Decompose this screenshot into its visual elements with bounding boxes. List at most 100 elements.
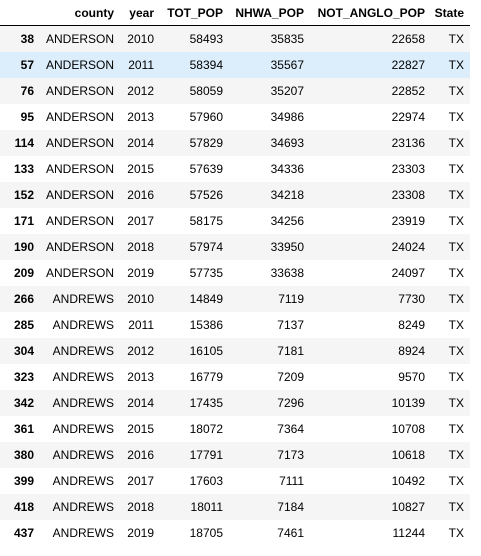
table-row: 209 ANDERSON 2019 57735 33638 24097 TX [0,260,470,286]
cell-county: ANDREWS [52,396,114,410]
cell-nhwa-pop: 35567 [270,58,304,72]
cell-state: TX [448,136,464,150]
cell-year: 2018 [127,500,154,514]
row-index: 323 [13,370,34,384]
cell-tot-pop: 57735 [189,266,223,280]
cell-state: TX [448,370,464,384]
table-row: 399 ANDREWS 2017 17603 7111 10492 TX [0,468,470,494]
cell-county: ANDREWS [52,500,114,514]
cell-state: TX [448,396,464,410]
cell-nhwa-pop: 33950 [270,240,304,254]
cell-county: ANDERSON [45,32,114,46]
header-index [0,0,40,26]
row-index: 190 [13,240,34,254]
cell-nhwa-pop: 34256 [270,214,304,228]
cell-county: ANDERSON [45,266,114,280]
cell-not-anglo-pop: 10618 [391,448,425,462]
cell-not-anglo-pop: 24097 [391,266,425,280]
cell-year: 2015 [127,422,154,436]
cell-nhwa-pop: 7364 [277,422,304,436]
cell-state: TX [448,292,464,306]
cell-county: ANDREWS [52,292,114,306]
cell-state: TX [448,344,464,358]
table-row: 342 ANDREWS 2014 17435 7296 10139 TX [0,390,470,416]
table-row: 38 ANDERSON 2010 58493 35835 22658 TX [0,25,470,52]
cell-not-anglo-pop: 22852 [391,84,425,98]
table-row: 190 ANDERSON 2018 57974 33950 24024 TX [0,234,470,260]
cell-nhwa-pop: 35207 [270,84,304,98]
cell-county: ANDREWS [52,318,114,332]
cell-county: ANDREWS [52,526,114,540]
cell-not-anglo-pop: 8249 [398,318,425,332]
cell-county: ANDERSON [45,84,114,98]
table-row: 152 ANDERSON 2016 57526 34218 23308 TX [0,182,470,208]
cell-state: TX [448,84,464,98]
header-county: county [40,0,120,26]
cell-year: 2011 [128,318,154,332]
cell-nhwa-pop: 35835 [270,32,304,46]
dataframe-table: county year TOT_POP NHWA_POP NOT_ANGLO_P… [0,0,470,540]
table-row: 266 ANDREWS 2010 14849 7119 7730 TX [0,286,470,312]
cell-state: TX [448,318,464,332]
cell-not-anglo-pop: 22827 [391,58,425,72]
cell-year: 2014 [127,396,154,410]
cell-nhwa-pop: 34693 [270,136,304,150]
cell-state: TX [448,110,464,124]
header-not-anglo-pop: NOT_ANGLO_POP [310,0,431,26]
cell-nhwa-pop: 33638 [270,266,304,280]
row-index: 95 [20,110,34,124]
cell-nhwa-pop: 7137 [277,318,304,332]
row-index: 209 [13,266,34,280]
table-row: 323 ANDREWS 2013 16779 7209 9570 TX [0,364,470,390]
cell-nhwa-pop: 7296 [277,396,304,410]
cell-state: TX [448,214,464,228]
cell-county: ANDREWS [52,422,114,436]
cell-not-anglo-pop: 11244 [392,526,425,540]
cell-year: 2019 [127,266,154,280]
header-tot-pop: TOT_POP [160,0,229,26]
cell-tot-pop: 15386 [189,318,223,332]
cell-tot-pop: 57960 [189,110,223,124]
cell-county: ANDREWS [52,344,114,358]
cell-county: ANDERSON [45,136,114,150]
row-index: 152 [13,188,34,202]
cell-nhwa-pop: 7119 [278,292,304,306]
cell-not-anglo-pop: 8924 [398,344,425,358]
cell-nhwa-pop: 7181 [277,344,304,358]
table-row: 304 ANDREWS 2012 16105 7181 8924 TX [0,338,470,364]
cell-year: 2010 [127,292,154,306]
cell-county: ANDERSON [45,240,114,254]
table-row: 76 ANDERSON 2012 58059 35207 22852 TX [0,78,470,104]
cell-tot-pop: 58059 [189,84,223,98]
row-index: 361 [13,422,34,436]
table-row: 285 ANDREWS 2011 15386 7137 8249 TX [0,312,470,338]
row-index: 285 [13,318,34,332]
cell-not-anglo-pop: 10139 [391,396,425,410]
cell-not-anglo-pop: 22658 [391,32,425,46]
row-index: 380 [13,448,34,462]
cell-year: 2018 [127,240,154,254]
table-row: 114 ANDERSON 2014 57829 34693 23136 TX [0,130,470,156]
cell-state: TX [448,474,464,488]
cell-year: 2017 [127,474,154,488]
cell-not-anglo-pop: 23308 [391,188,425,202]
cell-nhwa-pop: 34986 [270,110,304,124]
cell-tot-pop: 58493 [189,32,223,46]
row-index: 304 [13,344,34,358]
header-row: county year TOT_POP NHWA_POP NOT_ANGLO_P… [0,0,470,26]
cell-county: ANDERSON [45,188,114,202]
table-row: 133 ANDERSON 2015 57639 34336 23303 TX [0,156,470,182]
table-row: 171 ANDERSON 2017 58175 34256 23919 TX [0,208,470,234]
cell-tot-pop: 57829 [189,136,223,150]
cell-tot-pop: 57526 [189,188,223,202]
cell-not-anglo-pop: 7730 [398,292,425,306]
cell-county: ANDREWS [52,448,114,462]
cell-state: TX [448,266,464,280]
cell-not-anglo-pop: 23919 [391,214,425,228]
cell-tot-pop: 16105 [189,344,223,358]
cell-nhwa-pop: 7173 [277,448,304,462]
cell-year: 2014 [127,136,154,150]
cell-nhwa-pop: 7111 [279,474,304,488]
cell-tot-pop: 18011 [190,500,223,514]
